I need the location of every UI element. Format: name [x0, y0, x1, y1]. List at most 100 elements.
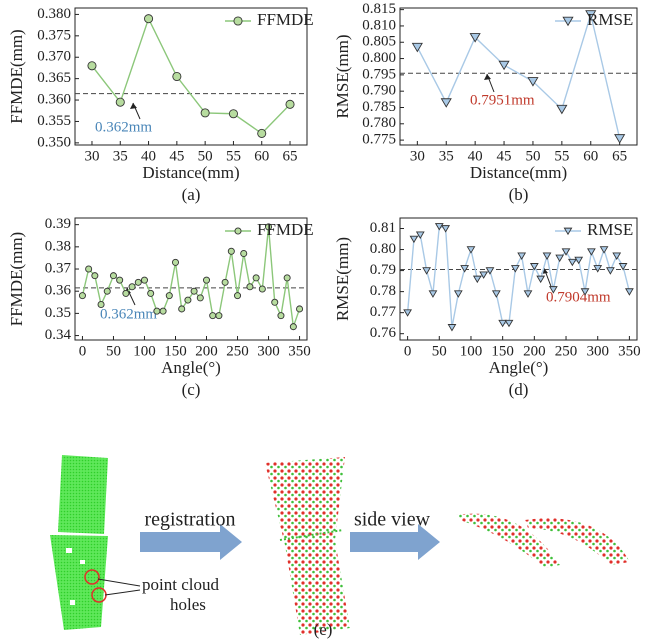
marker [278, 313, 284, 319]
marker [117, 277, 123, 283]
caption: (b) [509, 185, 529, 204]
marker [461, 266, 468, 272]
y-tick-label: 0.77 [370, 304, 397, 320]
y-tick-label: 0.790 [362, 83, 396, 99]
marker [284, 275, 290, 281]
y-tick-label: 0.375 [37, 27, 71, 43]
marker [524, 291, 531, 297]
x-tick-label: 30 [410, 148, 425, 164]
marker [619, 263, 626, 269]
marker [203, 277, 209, 283]
panel-e: point cloud holes registration side view… [50, 455, 630, 639]
marker [272, 299, 278, 305]
marker [88, 62, 96, 70]
marker [148, 290, 154, 296]
y-tick-label: 0.815 [362, 1, 396, 17]
x-tick-label: 30 [84, 148, 99, 164]
reference-label: 0.7904mm [546, 289, 611, 305]
x-axis-label: Distance(mm) [142, 163, 239, 182]
marker [259, 286, 265, 292]
x-axis-label: Angle(°) [161, 358, 221, 377]
marker [216, 313, 222, 319]
legend-label: FFMDE [257, 220, 314, 239]
series-line [408, 226, 630, 327]
marker [253, 275, 259, 281]
marker [144, 15, 152, 23]
marker [296, 306, 302, 312]
marker [179, 306, 185, 312]
x-tick-label: 0 [404, 343, 412, 359]
point-cloud-top [58, 455, 108, 534]
y-tick-label: 0.78 [370, 283, 396, 299]
legend-marker [234, 17, 242, 25]
y-tick-label: 0.79 [370, 262, 396, 278]
chart: 0.7750.7800.7850.7900.7950.8000.8050.810… [333, 1, 637, 204]
x-tick-label: 250 [555, 343, 578, 359]
x-tick-label: 350 [288, 343, 311, 359]
marker [86, 266, 92, 272]
marker [141, 277, 147, 283]
x-tick-label: 60 [254, 148, 269, 164]
marker [404, 310, 411, 316]
y-tick-label: 0.365 [37, 70, 71, 86]
marker [166, 293, 172, 299]
marker [512, 266, 519, 272]
series-line [417, 15, 619, 139]
x-tick-label: 60 [583, 148, 598, 164]
x-tick-label: 100 [133, 343, 156, 359]
y-tick-label: 0.805 [362, 34, 396, 50]
marker [410, 236, 417, 242]
x-tick-label: 35 [439, 148, 454, 164]
marker [234, 293, 240, 299]
caption: (d) [509, 380, 529, 399]
y-tick-label: 0.81 [370, 220, 396, 236]
hole [66, 548, 72, 553]
hole [70, 600, 75, 605]
reference-label: 0.7951mm [470, 92, 535, 108]
marker [110, 273, 116, 279]
y-tick-label: 0.785 [362, 99, 396, 115]
marker [160, 308, 166, 314]
marker [79, 293, 85, 299]
chart: 0.3500.3550.3600.3650.3700.3750.38030354… [7, 6, 314, 204]
marker [423, 268, 430, 274]
marker [588, 249, 595, 255]
marker [98, 301, 104, 307]
x-tick-label: 0 [79, 343, 87, 359]
arrow-head [130, 103, 137, 109]
x-tick-label: 50 [106, 343, 121, 359]
marker [116, 98, 124, 106]
x-axis-label: Distance(mm) [470, 163, 567, 182]
step-label: registration [144, 509, 235, 531]
marker [518, 253, 525, 259]
x-tick-label: 50 [432, 343, 447, 359]
x-tick-label: 300 [586, 343, 609, 359]
marker [258, 129, 266, 137]
y-tick-label: 0.80 [370, 241, 396, 257]
marker [467, 247, 474, 253]
y-tick-label: 0.34 [45, 327, 72, 343]
marker [455, 291, 462, 297]
marker [474, 276, 481, 282]
marker [210, 313, 216, 319]
marker [290, 324, 296, 330]
marker [197, 295, 203, 301]
marker [201, 109, 209, 117]
marker [613, 253, 620, 259]
marker [448, 324, 455, 330]
marker [569, 259, 576, 265]
x-tick-label: 65 [612, 148, 627, 164]
marker [531, 263, 538, 269]
marker [172, 259, 178, 265]
y-tick-label: 0.37 [45, 260, 72, 276]
y-axis-label: FFMDE(mm) [7, 29, 26, 123]
y-tick-label: 0.35 [45, 305, 71, 321]
marker [241, 250, 247, 256]
y-axis-label: FFMDE(mm) [7, 232, 26, 326]
marker [129, 284, 135, 290]
caption: (e) [314, 620, 333, 639]
legend-marker [235, 228, 241, 234]
y-tick-label: 0.380 [37, 6, 71, 22]
chart: 0.760.770.780.790.800.810501001502002503… [333, 218, 641, 399]
y-tick-label: 0.355 [37, 113, 71, 129]
